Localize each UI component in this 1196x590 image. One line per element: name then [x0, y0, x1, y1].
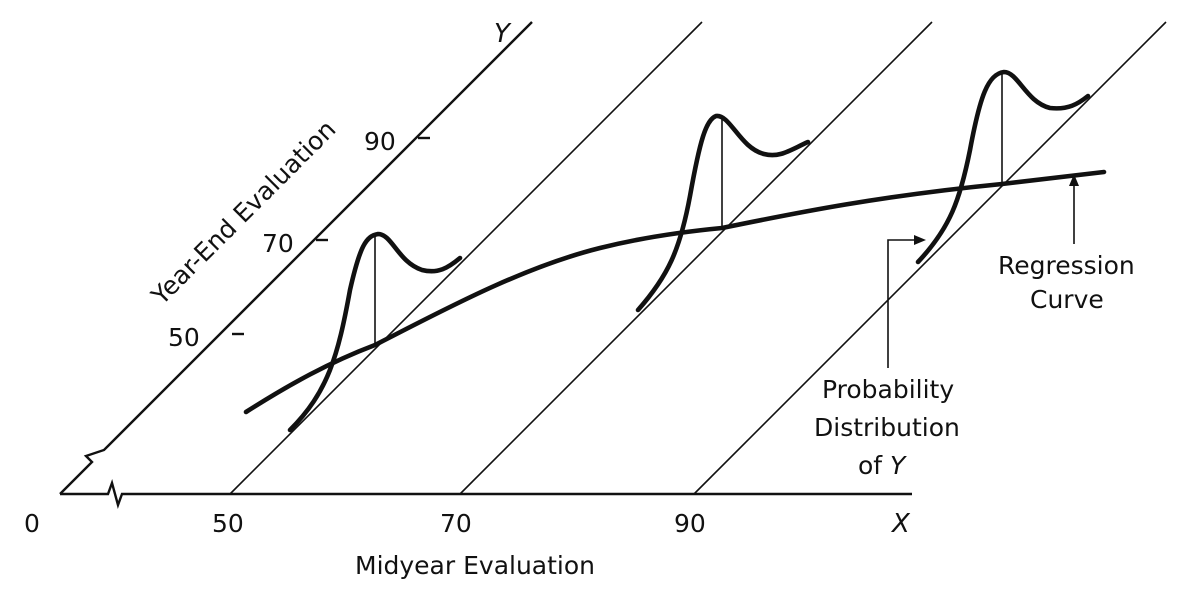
probability-distribution-3	[915, 69, 1091, 265]
diagonal-grid-70	[459, 21, 933, 495]
probability-distribution-1	[287, 231, 463, 433]
probability-label-line1: Probability	[822, 375, 954, 404]
probability-leader-arrowhead	[914, 235, 926, 245]
y-axis-title: Year-End Evaluation	[145, 115, 341, 311]
regression-curve	[243, 169, 1107, 415]
x-origin-label: 0	[24, 509, 40, 538]
x-axis-title: Midyear Evaluation	[355, 551, 595, 580]
y-axis-letter: Y	[494, 19, 512, 49]
probability-label-line3: of Y	[858, 451, 907, 480]
diagonal-grid-90	[693, 21, 1167, 495]
x-tick-label-90: 90	[674, 509, 706, 538]
diagonal-grid-50	[229, 21, 703, 495]
probability-label-prefix: of	[858, 451, 890, 480]
probability-label-line2: Distribution	[814, 413, 960, 442]
x-tick-label-50: 50	[212, 509, 244, 538]
y-tick-label-50: 50	[168, 323, 200, 352]
probability-distribution-2	[635, 113, 811, 313]
probability-label-variable: Y	[890, 451, 907, 480]
x-axis-line	[60, 479, 912, 509]
regression-label-line2: Curve	[1030, 285, 1104, 314]
regression-leader-arrowhead	[1069, 174, 1079, 186]
x-tick-label-70: 70	[440, 509, 472, 538]
x-axis-letter: X	[890, 509, 911, 539]
y-axis-line	[59, 21, 533, 495]
regression-label-line1: Regression	[998, 251, 1135, 280]
y-tick-label-90: 90	[364, 127, 396, 156]
probability-leader-line	[887, 239, 918, 368]
y-tick-label-70: 70	[262, 229, 294, 258]
